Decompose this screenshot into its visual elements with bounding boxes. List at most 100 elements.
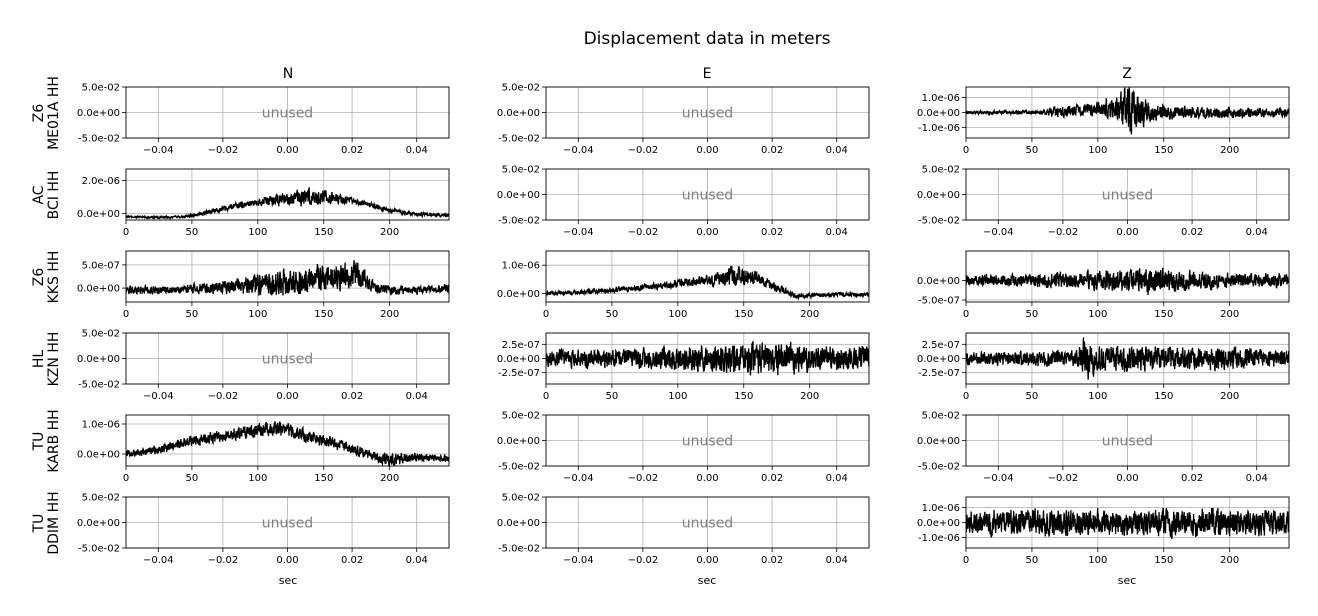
row-label-network: TU <box>31 432 47 452</box>
subplot-n-0: −0.04 −0.02 0.00 0.02 0.04 5.0e-02 0.0e+00 -5.0… <box>77 83 450 156</box>
x-tick-label: 0 <box>123 473 129 484</box>
x-tick-label: 100 <box>668 309 687 320</box>
x-tick-label: 0.02 <box>761 555 783 566</box>
x-tick-label: 0 <box>963 391 969 402</box>
subplot-z-3: 0 50 100 150 200 2.5e-07 0.0e+00 -2.5e-07 <box>917 332 1290 402</box>
x-tick-label: 150 <box>314 473 333 484</box>
seismogram-trace <box>966 337 1289 380</box>
unused-label: unused <box>682 434 733 450</box>
y-tick-label: -5.0e-02 <box>78 380 120 391</box>
x-tick-label: 200 <box>1220 391 1239 402</box>
y-tick-label: 2.5e-07 <box>502 340 540 351</box>
x-tick-label: 0.04 <box>406 555 428 566</box>
axes-frame <box>545 414 870 467</box>
x-tick-label: −0.04 <box>983 473 1014 484</box>
x-axis-label-z: sec <box>1118 574 1137 587</box>
x-tick-label: −0.04 <box>563 473 594 484</box>
axes-frame <box>125 250 450 303</box>
y-tick-label: 0.0e+00 <box>917 190 960 201</box>
x-tick-label: 50 <box>1026 391 1039 402</box>
x-tick-label: 0.02 <box>341 145 363 156</box>
x-tick-label: −0.04 <box>563 145 594 156</box>
x-tick-label: 150 <box>734 309 753 320</box>
axes-frame <box>545 496 870 549</box>
row-labels: Z6 ME01A HH AC BCI HH Z6 KKS HH HL KZN H… <box>31 76 62 555</box>
x-tick-label: 0.04 <box>826 473 848 484</box>
subplot-e-0: −0.04 −0.02 0.00 0.02 0.04 5.0e-02 0.0e+00 -5.0… <box>497 83 870 156</box>
y-tick-label: 5.0e-02 <box>922 165 960 176</box>
axes-frame <box>545 168 870 221</box>
x-tick-label: 0.00 <box>696 555 718 566</box>
x-tick-label: −0.04 <box>563 555 594 566</box>
x-tick-label: 200 <box>380 309 399 320</box>
row-label-network: Z6 <box>31 268 47 287</box>
x-tick-label: 200 <box>1220 145 1239 156</box>
x-tick-label: 200 <box>380 227 399 238</box>
column-title-n: N <box>283 66 293 82</box>
axes-frame <box>965 250 1290 303</box>
x-tick-label: 0.00 <box>696 473 718 484</box>
row-label-network: TU <box>31 514 47 534</box>
x-tick-label: 0.02 <box>761 227 783 238</box>
axes-frame <box>125 332 450 385</box>
axes-frame <box>125 496 450 549</box>
x-tick-label: −0.02 <box>628 145 659 156</box>
y-tick-label: 0.0e+00 <box>497 354 540 365</box>
subplot-n-4: 0 50 100 150 200 1.0e-06 0.0e+00 <box>77 414 450 484</box>
y-tick-label: 0.0e+00 <box>917 354 960 365</box>
x-tick-label: −0.02 <box>628 473 659 484</box>
y-tick-label: 5.0e-02 <box>922 411 960 422</box>
x-tick-label: 200 <box>1220 555 1239 566</box>
axes-frame <box>545 332 870 385</box>
subplot-z-1: −0.04 −0.02 0.00 0.02 0.04 5.0e-02 0.0e+00 -5.0… <box>917 165 1290 238</box>
y-tick-label: 0.0e+00 <box>77 108 120 119</box>
subplot-z-4: −0.04 −0.02 0.00 0.02 0.04 5.0e-02 0.0e+00 -5.0… <box>917 411 1290 484</box>
x-tick-label: −0.02 <box>208 145 239 156</box>
row-label-station: KARB HH <box>46 409 62 472</box>
x-tick-label: 100 <box>1088 145 1107 156</box>
y-tick-label: -5.0e-02 <box>498 134 540 145</box>
x-tick-label: 50 <box>186 473 199 484</box>
subplot-grid: −0.04 −0.02 0.00 0.02 0.04 5.0e-02 0.0e+00 -5.0… <box>77 83 1290 566</box>
row-label-network: AC <box>31 185 47 204</box>
row-label-station: DDIM HH <box>46 491 62 554</box>
y-tick-label: 0.0e+00 <box>77 450 120 461</box>
x-tick-label: −0.02 <box>628 555 659 566</box>
subplot-e-3: 0 50 100 150 200 2.5e-07 0.0e+00 -2.5e-07 <box>497 332 870 402</box>
x-tick-label: 150 <box>1154 555 1173 566</box>
axes-frame <box>125 86 450 139</box>
y-tick-label: 0.0e+00 <box>497 108 540 119</box>
subplot-e-2: 0 50 100 150 200 1.0e-06 0.0e+00 <box>497 250 870 320</box>
x-tick-label: 0 <box>543 391 549 402</box>
x-tick-label: 0.00 <box>696 227 718 238</box>
column-title-e: E <box>703 66 712 82</box>
y-tick-label: 2.5e-07 <box>922 340 960 351</box>
x-tick-label: 100 <box>1088 309 1107 320</box>
y-tick-label: 5.0e-02 <box>502 493 540 504</box>
row-label-station: KKS HH <box>46 251 62 304</box>
y-tick-label: -2.5e-07 <box>498 368 540 379</box>
axes-frame <box>125 414 450 467</box>
x-tick-label: 200 <box>800 391 819 402</box>
x-tick-label: 0.04 <box>826 227 848 238</box>
axes-frame <box>965 496 1290 549</box>
y-tick-label: 1.0e-06 <box>922 503 960 514</box>
y-tick-label: -5.0e-02 <box>498 216 540 227</box>
axes-frame <box>965 86 1290 139</box>
x-tick-label: 0.02 <box>341 391 363 402</box>
y-tick-label: 0.0e+00 <box>77 518 120 529</box>
x-tick-label: 0.00 <box>276 555 298 566</box>
x-tick-label: 150 <box>314 227 333 238</box>
y-tick-label: 5.0e-07 <box>82 260 120 271</box>
x-tick-label: 200 <box>1220 309 1239 320</box>
x-tick-label: 0.02 <box>1181 473 1203 484</box>
unused-label: unused <box>262 516 313 532</box>
y-tick-label: 2.0e-06 <box>82 176 120 187</box>
x-tick-label: 0.02 <box>761 473 783 484</box>
x-tick-label: 0 <box>963 145 969 156</box>
y-tick-label: 0.0e+00 <box>497 518 540 529</box>
y-tick-label: -1.0e-06 <box>918 533 960 544</box>
y-tick-label: 0.0e+00 <box>917 276 960 287</box>
x-tick-label: 50 <box>186 309 199 320</box>
subplot-n-5: −0.04 −0.02 0.00 0.02 0.04 5.0e-02 0.0e+00 -5.0… <box>77 493 450 566</box>
